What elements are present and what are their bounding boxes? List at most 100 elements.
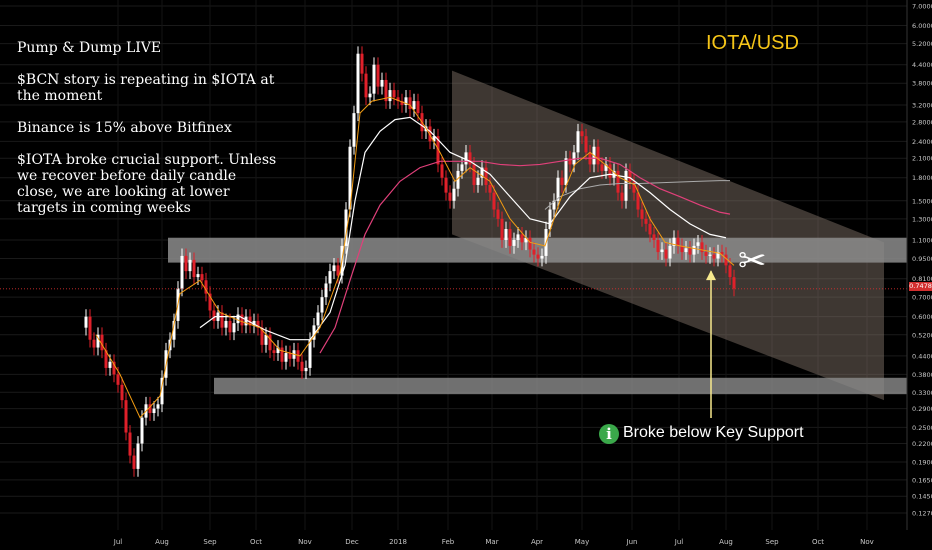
candle-body [524, 237, 528, 243]
candle-body [332, 265, 336, 272]
candle-body [336, 265, 340, 276]
candle-body [732, 277, 736, 289]
candle-body [120, 384, 124, 401]
time-tick-label: Apr [531, 538, 543, 546]
candle-body [92, 339, 96, 348]
candle-body [244, 316, 248, 326]
time-tick-label: Feb [442, 538, 455, 546]
time-tick-label: Aug [155, 538, 169, 546]
candle-body [628, 170, 632, 182]
candle-body [96, 334, 100, 348]
candle-body [188, 259, 192, 272]
candle-body [288, 353, 292, 359]
descending-channel [452, 70, 884, 401]
candle-body [152, 408, 156, 414]
candle-body [196, 274, 200, 278]
candle-body [460, 164, 464, 171]
candle-body [596, 146, 600, 165]
candle-body [128, 432, 132, 456]
candle-body [488, 184, 492, 193]
candle-body [724, 254, 728, 266]
candle-body [464, 152, 468, 165]
candle-body [516, 234, 520, 241]
candle-body [300, 361, 304, 372]
candle-body [584, 136, 588, 153]
candle-body [284, 353, 288, 362]
candle-body [312, 325, 316, 340]
last-price-label: 0.7478 [909, 282, 932, 291]
price-tick-label: 6.0000 [912, 22, 932, 30]
candle-body [272, 350, 276, 354]
time-axis[interactable]: Jul Aug Sep Oct Nov Dec 2018 Feb Mar Apr May Jun Jul… [113, 538, 874, 546]
candle-body [184, 255, 188, 272]
price-tick-label: 3.8000 [912, 80, 932, 88]
candle-body [520, 234, 524, 243]
candle-body [636, 192, 640, 210]
candle-body [444, 177, 448, 193]
candle-body [532, 249, 536, 255]
candle-body [612, 170, 616, 178]
candle-body [716, 252, 720, 259]
candle-body [212, 310, 216, 321]
candle-body [708, 254, 712, 256]
candle-body [308, 339, 312, 368]
candle-body [576, 131, 580, 153]
candle-body [268, 334, 272, 351]
candle-body [616, 170, 620, 193]
candle-body [228, 320, 232, 333]
candle-body [572, 152, 576, 165]
candle-body [172, 320, 176, 340]
support-annotation: Broke below Key Support [623, 424, 804, 441]
candle-body [496, 209, 500, 219]
candle-body [412, 101, 416, 109]
candle-body [688, 248, 692, 255]
candle-body [680, 245, 684, 253]
candle-body [104, 350, 108, 368]
candle-body [432, 136, 436, 142]
candle-body [316, 312, 320, 326]
price-tick-label: 1.8000 [912, 174, 932, 182]
time-tick-label: Nov [298, 538, 312, 546]
candle-body [388, 90, 392, 102]
candle-body [484, 167, 488, 185]
price-tick-label: 2.8000 [912, 118, 932, 126]
candle-body [472, 164, 476, 185]
ema-mid-line [199, 116, 727, 341]
price-tick-label: 3.2000 [912, 101, 932, 109]
time-tick-label: Jul [113, 538, 123, 546]
support-arrow-head [706, 270, 716, 281]
candle-body [372, 64, 376, 94]
candle-body [136, 443, 140, 469]
time-tick-label: May [575, 538, 589, 546]
scissors-icon: ✂ [738, 241, 767, 281]
candle-body [108, 361, 112, 368]
candle-body [580, 131, 584, 137]
candle-body [676, 237, 680, 246]
candles [84, 46, 736, 477]
candle-body [644, 218, 648, 224]
price-axis[interactable]: 7.0000 6.0000 5.2000 4.4000 3.8000 3.2000 2.80… [912, 3, 932, 518]
candle-body [248, 316, 252, 326]
ema-fast-line [95, 96, 735, 419]
candle-body [180, 255, 184, 289]
candle-body [552, 200, 556, 210]
candle-body [360, 53, 364, 74]
note-binance: Binance is 15% above Bitfinex [17, 120, 232, 136]
candle-body [344, 209, 348, 246]
candle-body [116, 374, 120, 385]
candle-body [632, 181, 636, 193]
chart-title: IOTA/USD [706, 32, 799, 54]
price-tick-label: 4.4000 [912, 61, 932, 69]
candle-body [400, 101, 404, 105]
candle-body [376, 64, 380, 87]
